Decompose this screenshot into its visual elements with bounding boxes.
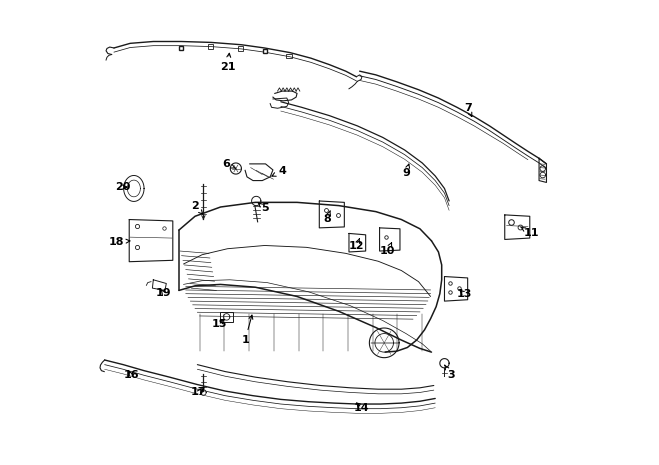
Polygon shape	[223, 313, 230, 320]
Text: 17: 17	[191, 387, 206, 398]
Text: 4: 4	[272, 166, 286, 176]
Text: 7: 7	[464, 103, 472, 117]
Text: 5: 5	[258, 203, 268, 213]
Text: 14: 14	[354, 403, 370, 413]
Polygon shape	[252, 196, 261, 206]
Text: 13: 13	[456, 289, 472, 299]
Text: 6: 6	[223, 159, 236, 169]
Text: 11: 11	[521, 227, 539, 239]
Text: 16: 16	[123, 370, 139, 380]
Text: 2: 2	[191, 200, 202, 214]
Text: 3: 3	[445, 365, 455, 380]
Text: 18: 18	[109, 237, 130, 247]
Text: 1: 1	[241, 315, 253, 345]
Text: 8: 8	[324, 211, 331, 224]
Bar	[287, 53, 292, 58]
Polygon shape	[230, 163, 241, 174]
Polygon shape	[370, 328, 399, 358]
Text: 19: 19	[156, 288, 171, 298]
Bar	[219, 312, 233, 322]
Bar	[208, 44, 213, 49]
Text: 21: 21	[219, 53, 235, 72]
Text: 20: 20	[115, 182, 131, 192]
Polygon shape	[440, 359, 449, 368]
Text: 9: 9	[402, 164, 410, 178]
Text: 10: 10	[380, 243, 395, 256]
Text: 15: 15	[212, 319, 227, 329]
Polygon shape	[540, 166, 546, 171]
Polygon shape	[200, 390, 206, 395]
Text: 12: 12	[349, 239, 364, 252]
Polygon shape	[540, 172, 546, 178]
Bar	[238, 46, 243, 51]
